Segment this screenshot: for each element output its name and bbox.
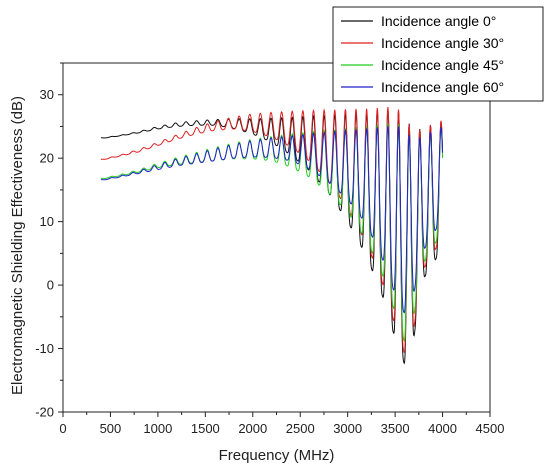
axes-layer: 0 500 1000 1500 2000 2500 3000 3500 4000 4500 -20 -… [9, 62, 505, 464]
legend-box [332, 6, 544, 102]
series-line-3 [100, 125, 444, 314]
series-line-0 [100, 109, 444, 365]
series-line-1 [100, 106, 444, 354]
y-tick-label: -10 [35, 341, 54, 356]
series-layer [100, 106, 444, 365]
x-tick-label: 1500 [191, 421, 220, 436]
x-tick-label: 4500 [476, 421, 505, 436]
x-tick-label: 4000 [428, 421, 457, 436]
y-tick-label: -20 [35, 405, 54, 420]
x-tick-label: 3000 [333, 421, 362, 436]
legend-label-0: Incidence angle 0° [381, 13, 496, 29]
x-tick-label: 2000 [238, 421, 267, 436]
legend-label-1: Incidence angle 30° [381, 35, 504, 51]
plot-frame [62, 62, 491, 413]
legend: Incidence angle 0° Incidence angle 30° Inc… [332, 6, 544, 102]
x-axis-title: Frequency (MHz) [219, 447, 335, 464]
x-tick-label: 2500 [286, 421, 315, 436]
legend-label-2: Incidence angle 45° [381, 57, 504, 73]
legend-label-3: Incidence angle 60° [381, 79, 504, 95]
x-tick-label: 1000 [143, 421, 172, 436]
y-tick-label: 20 [40, 151, 54, 166]
y-axis-title: Electromagnetic Shielding Effectiveness … [9, 96, 26, 395]
y-tick-label: 10 [40, 214, 54, 229]
y-tick-label: 30 [40, 87, 54, 102]
x-tick-label: 3500 [381, 421, 410, 436]
y-tick-label: 0 [47, 278, 54, 293]
x-tick-label: 0 [59, 421, 66, 436]
x-tick-label: 500 [100, 421, 122, 436]
